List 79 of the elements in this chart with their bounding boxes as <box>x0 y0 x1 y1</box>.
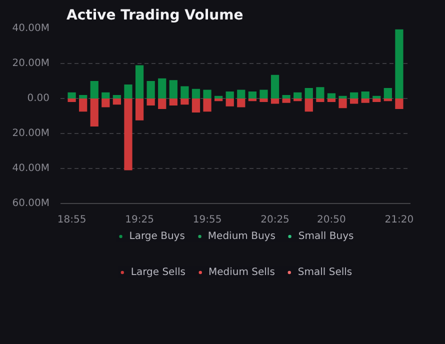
bar <box>146 98 155 106</box>
bar <box>260 90 268 98</box>
bar <box>158 78 166 98</box>
bar <box>68 98 76 102</box>
bar <box>270 74 280 98</box>
x-tick-label: 21:20 <box>384 214 414 226</box>
bar <box>294 98 302 102</box>
bar <box>384 88 392 98</box>
bar <box>327 93 336 98</box>
y-tick-label: 40.00M <box>12 23 50 34</box>
y-tick-label: 20.00M <box>12 128 50 139</box>
bar <box>237 98 246 108</box>
x-tick-label: 20:25 <box>260 214 290 226</box>
bar <box>248 92 256 98</box>
bar <box>192 98 200 112</box>
bar <box>248 98 256 102</box>
legend-label: Medium Sells <box>208 266 275 278</box>
bar <box>237 90 246 98</box>
bar <box>384 98 392 102</box>
bar <box>372 96 381 98</box>
bar <box>180 98 189 105</box>
y-tick-label: 0.00 <box>27 93 50 104</box>
bar <box>124 84 132 98</box>
bar <box>158 98 166 109</box>
bar <box>146 81 155 98</box>
bar <box>304 98 313 112</box>
bar <box>203 90 212 98</box>
bar <box>192 88 200 98</box>
x-tick-label: 18:55 <box>57 214 86 226</box>
bar <box>102 98 110 108</box>
bar <box>79 95 88 98</box>
bar <box>214 96 223 98</box>
bar <box>102 92 110 98</box>
bar <box>226 98 234 106</box>
bar <box>361 92 370 98</box>
bar <box>79 98 88 112</box>
bar <box>316 98 324 102</box>
bar <box>338 96 347 98</box>
bar <box>169 80 178 98</box>
bar <box>395 98 404 109</box>
bar <box>304 88 313 98</box>
bar <box>90 81 98 98</box>
y-tick-label: 40.00M <box>12 163 50 174</box>
bar <box>372 98 381 102</box>
y-tick-label: 60.00M <box>12 198 50 209</box>
bar <box>260 98 268 102</box>
bar <box>169 98 178 106</box>
bar <box>90 98 98 126</box>
y-tick-label: 20.00M <box>12 58 50 69</box>
bar <box>294 92 302 98</box>
bar <box>350 98 358 104</box>
bar <box>226 92 234 98</box>
bar <box>180 86 189 98</box>
x-tick-label: 20:50 <box>317 214 346 226</box>
legend-label: Small Buys <box>298 230 354 242</box>
legend-label: Large Sells <box>130 266 186 278</box>
bar <box>361 98 370 103</box>
x-tick-label: 19:55 <box>192 214 222 226</box>
bar <box>316 87 324 98</box>
x-tick-label: 19:25 <box>125 214 154 226</box>
bar <box>214 98 223 102</box>
legend-label: Large Buys <box>129 230 185 242</box>
bar <box>112 98 122 105</box>
legend-label: Small Sells <box>298 266 352 278</box>
bar <box>124 98 132 170</box>
bar <box>135 98 144 120</box>
bar <box>395 29 404 98</box>
bar <box>68 92 76 98</box>
chart-title: Active Trading Volume <box>66 8 244 24</box>
bar <box>282 98 290 103</box>
bar <box>338 98 347 108</box>
bar <box>112 95 122 98</box>
legend-label: Medium Buys <box>208 230 276 242</box>
bar <box>350 92 358 98</box>
bar <box>270 98 280 104</box>
bar <box>327 98 336 102</box>
bar <box>282 95 290 98</box>
bar <box>203 98 212 112</box>
bar <box>135 65 144 98</box>
